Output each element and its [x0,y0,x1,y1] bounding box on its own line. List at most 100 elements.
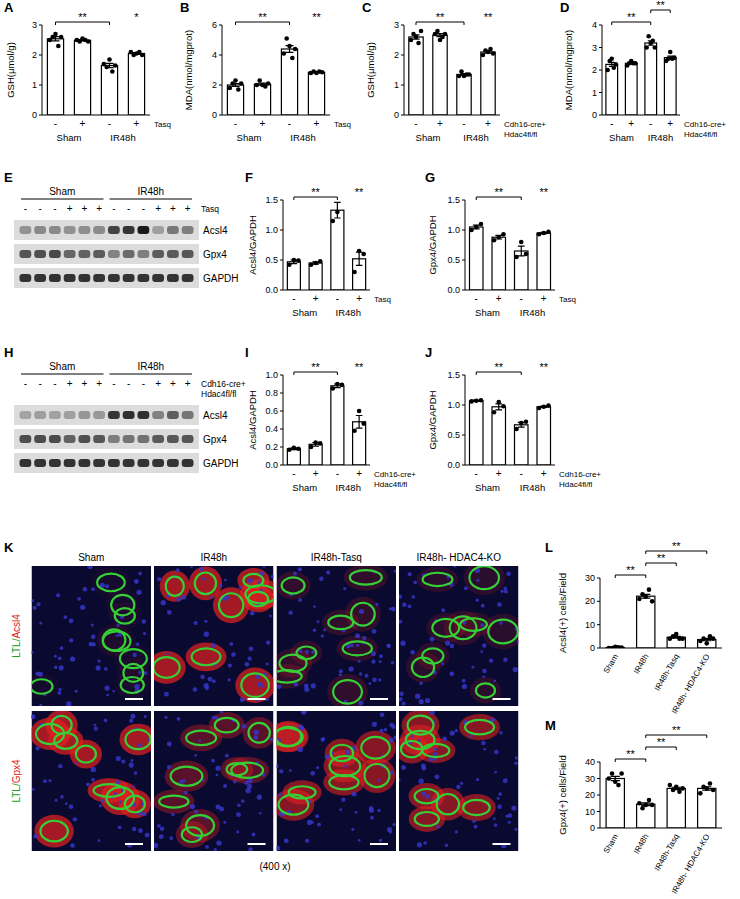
y-tick [280,393,283,394]
x-axis [600,828,722,829]
ltl-ring [249,723,270,743]
ltl-ring [115,608,135,624]
group-label: IR48h [520,482,545,493]
sign-label: - [234,118,237,129]
nucleus [304,687,309,692]
error-bar [641,594,650,598]
sign-label: + [155,203,161,214]
band [49,411,61,419]
y-tick-label: 0.5 [447,255,460,265]
point [640,806,645,811]
y-title: Gpx4/GAPDH [427,390,438,449]
band [123,435,135,443]
condition-label: Hdac4fl/fl [504,130,538,139]
sign-label: - [292,293,295,304]
nucleus [32,599,35,602]
band [19,250,31,258]
red-stain [463,566,505,595]
nucleus [129,719,133,723]
nucleus [100,799,104,803]
y-tick-label: 0.0 [447,285,460,295]
ltl-ring [415,812,439,826]
nucleus [164,692,169,697]
nucleus [358,701,363,706]
nucleus [43,779,47,783]
condition-label: Hdac4fl/fl [559,480,593,489]
nucleus [132,827,136,831]
nucleus [493,679,496,682]
nucleus [455,729,458,732]
blot-strip [14,244,199,264]
row-label: LTL/Gpx4 [11,759,22,803]
sign-label: - [520,293,523,304]
nucleus [393,736,396,740]
nucleus [248,847,252,851]
nucleus [259,812,262,815]
nucleus [482,643,486,647]
sig-text: ** [436,11,445,23]
band [19,435,31,443]
point [708,781,713,786]
red-stain [225,757,269,784]
nucleus [214,848,217,851]
error-bar [436,34,443,37]
nucleus [130,759,133,762]
data-group [469,398,551,465]
bar [481,52,495,115]
nucleus [194,621,198,625]
nucleus [194,754,197,757]
band [137,226,149,234]
sign-label: - [462,118,465,129]
band [182,274,194,282]
nucleus [399,778,401,781]
nucleus [387,644,390,647]
error-bar [611,776,620,780]
y-tick [401,115,404,116]
band [167,435,179,443]
point [647,587,652,592]
error-bar [285,46,293,53]
image-bg [154,711,274,851]
nucleus [504,590,508,594]
nucleus [182,595,186,599]
panel-letter: M [545,718,556,733]
y-tick-label: 3 [394,20,399,30]
sign-label: + [541,468,547,479]
error-bar [648,41,654,46]
image-bg [399,711,519,851]
nucleus [428,757,432,761]
nucleus [248,657,252,661]
point [331,219,336,224]
nucleus [379,654,383,658]
red-stain [165,761,209,792]
nucleus [445,843,449,847]
group-label: IR48h [463,132,488,143]
ltl-ring [52,716,72,734]
red-stain [409,783,445,809]
point [239,81,244,86]
ltl-ring [219,593,243,617]
nucleus [430,711,435,715]
nucleus [483,748,486,751]
error-bar [473,400,480,401]
nucleus [391,607,396,612]
error-bar [495,404,502,410]
nucleus [515,756,518,759]
group-label: IR48h [110,132,135,143]
blot-strip [14,453,199,473]
y-tick [597,778,600,779]
ltl-ring [343,641,372,655]
nucleus [32,714,36,718]
nucleus [358,660,361,663]
sig-text: ** [494,186,503,198]
group-label: IR48h [137,361,164,372]
category-label: Sham [602,652,620,675]
nucleus [200,675,204,679]
y-axis [404,25,405,115]
sig-text: ** [657,736,666,748]
red-stain [34,815,73,848]
y-title: Acsl4/GAPDH [247,390,258,450]
nucleus [136,590,141,595]
y-tick-label: 1 [592,88,597,98]
nucleus [48,779,51,782]
